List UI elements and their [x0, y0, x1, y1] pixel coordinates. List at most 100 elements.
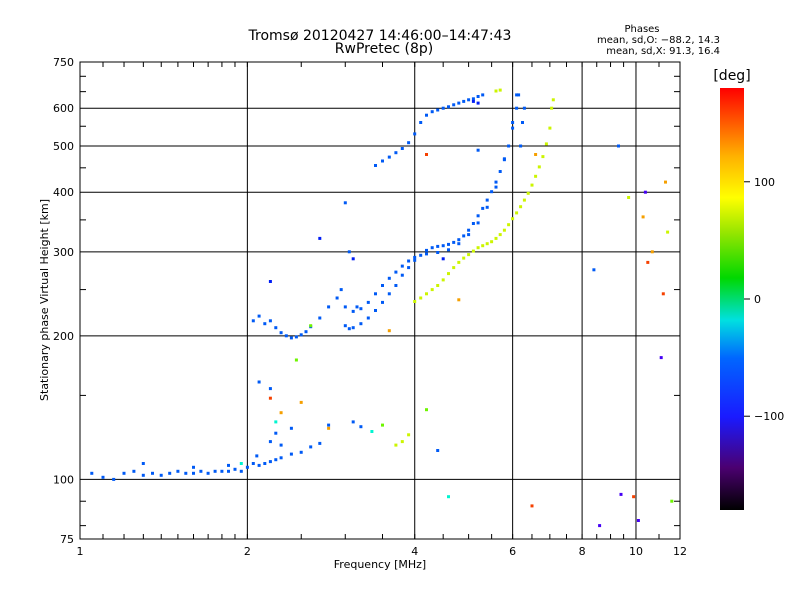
- x-tick-label: 12: [673, 545, 687, 558]
- data-point: [366, 300, 370, 304]
- data-point: [374, 292, 377, 296]
- data-point: [327, 305, 331, 309]
- data-point: [289, 426, 293, 430]
- data-point: [413, 255, 417, 259]
- data-point: [661, 292, 665, 296]
- data-point: [494, 185, 498, 189]
- data-point: [467, 253, 471, 257]
- y-axis-label: Stationary phase Virtual Height [km]: [38, 199, 51, 401]
- data-point: [436, 449, 440, 452]
- data-point: [476, 148, 480, 152]
- data-point: [462, 256, 466, 260]
- data-point: [436, 284, 440, 287]
- data-point: [284, 334, 288, 338]
- data-point: [263, 462, 267, 465]
- data-point: [359, 425, 363, 429]
- data-point: [387, 329, 391, 333]
- data-point: [521, 121, 524, 124]
- phases-stat-o: mean, sd,O: −88.2, 14.3: [597, 35, 720, 46]
- data-point: [666, 230, 670, 234]
- data-point: [274, 431, 278, 435]
- colorbar-tick-label: −100: [754, 410, 784, 423]
- data-point: [268, 440, 272, 444]
- data-point: [485, 242, 489, 246]
- data-point: [318, 236, 322, 240]
- data-point: [268, 396, 272, 400]
- data-point: [257, 463, 261, 467]
- data-point: [646, 260, 650, 264]
- data-point: [452, 266, 456, 270]
- data-point: [471, 222, 475, 225]
- data-point: [279, 411, 283, 415]
- data-point: [490, 240, 494, 244]
- data-point: [519, 205, 523, 209]
- data-point: [498, 88, 502, 92]
- data-point: [519, 144, 523, 148]
- data-point: [227, 469, 230, 473]
- data-point: [407, 266, 411, 270]
- data-point: [309, 324, 313, 328]
- data-point: [245, 465, 249, 469]
- data-point: [515, 93, 519, 97]
- data-point: [112, 477, 116, 481]
- data-point: [239, 462, 243, 465]
- data-point: [502, 157, 506, 161]
- data-point: [457, 260, 461, 264]
- data-point: [511, 217, 515, 221]
- data-point: [347, 250, 351, 254]
- data-point: [481, 244, 485, 248]
- data-point: [643, 190, 647, 194]
- data-point: [436, 251, 440, 254]
- data-point: [419, 296, 423, 300]
- x-tick-label: 6: [509, 545, 516, 558]
- data-point: [176, 469, 180, 473]
- data-point: [387, 276, 391, 280]
- data-point: [670, 499, 674, 503]
- x-tick-label: 10: [629, 545, 643, 558]
- data-point: [476, 101, 480, 105]
- data-point: [425, 252, 428, 256]
- data-point: [632, 495, 636, 499]
- y-tick-label: 75: [60, 533, 74, 546]
- phase-colorbar: [720, 88, 744, 510]
- data-point: [511, 121, 515, 124]
- data-point: [400, 273, 404, 277]
- data-point: [457, 242, 461, 246]
- data-point: [141, 473, 145, 477]
- data-point: [476, 214, 480, 218]
- data-point: [436, 108, 440, 112]
- data-point: [507, 223, 511, 227]
- data-point: [551, 98, 555, 102]
- data-point: [294, 358, 298, 362]
- data-point: [641, 215, 645, 219]
- data-point: [494, 236, 498, 240]
- data-point: [476, 95, 480, 98]
- data-point: [199, 469, 203, 473]
- data-point: [490, 190, 494, 194]
- data-point: [447, 242, 450, 246]
- data-point: [467, 98, 471, 102]
- data-point: [184, 471, 188, 475]
- data-point: [413, 300, 417, 303]
- data-point: [370, 430, 374, 433]
- x-axis-label: Frequency [MHz]: [334, 558, 426, 571]
- x-tick-label: 2: [244, 545, 251, 558]
- data-point: [394, 443, 398, 447]
- data-point: [447, 495, 450, 499]
- data-point: [407, 433, 411, 437]
- data-point: [289, 336, 293, 340]
- data-point: [366, 316, 370, 320]
- data-point: [659, 356, 663, 360]
- data-point: [447, 248, 450, 252]
- data-point: [268, 387, 272, 391]
- data-point: [122, 471, 126, 475]
- data-point: [481, 93, 485, 97]
- data-point: [419, 121, 423, 124]
- data-point: [534, 174, 538, 178]
- data-point: [526, 191, 530, 195]
- data-point: [664, 180, 667, 184]
- data-point: [476, 221, 480, 225]
- data-point: [355, 305, 359, 309]
